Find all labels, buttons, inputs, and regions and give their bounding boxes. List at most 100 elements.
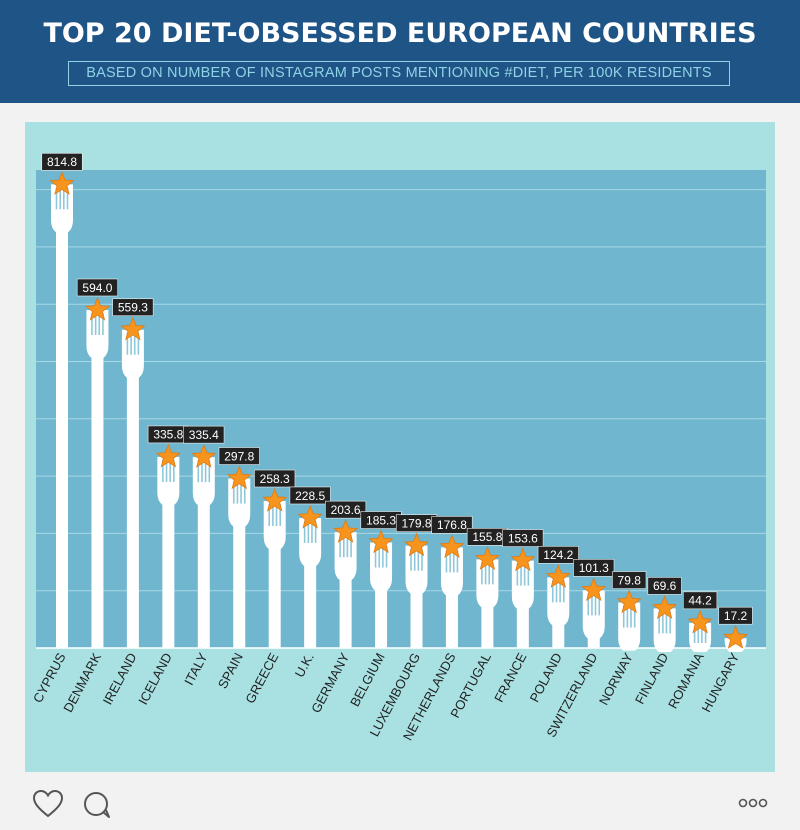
fork-head: [334, 532, 357, 581]
data-label: 335.8: [147, 425, 189, 444]
fork-bar-france: [510, 547, 536, 648]
data-label-text: 297.8: [224, 449, 254, 463]
data-label-text: 155.8: [472, 530, 502, 544]
data-label-box: [573, 559, 615, 577]
fork-handle: [126, 373, 139, 648]
fork-bar-spain: [226, 465, 252, 648]
data-label-text: 176.8: [437, 518, 467, 532]
data-label-text: 153.6: [508, 531, 538, 545]
star-marker: [191, 444, 217, 468]
fork-handle: [587, 634, 600, 648]
star-marker: [687, 609, 713, 634]
star-marker: [84, 296, 110, 321]
fork-bar-italy: [191, 444, 217, 648]
data-label-text: 814.8: [47, 155, 77, 169]
star-marker: [510, 547, 536, 572]
header: TOP 20 DIET-OBSESSED EUROPEAN COUNTRIES …: [0, 0, 800, 103]
data-label-text: 44.2: [688, 594, 712, 608]
fork-bar-belgium: [368, 529, 394, 648]
data-label-box: [183, 425, 225, 444]
data-label: 258.3: [254, 469, 296, 488]
fork-head: [51, 184, 73, 233]
chart-title: TOP 20 DIET-OBSESSED EUROPEAN COUNTRIES: [43, 18, 757, 49]
data-label-text: 594.0: [82, 281, 112, 295]
fork-handle: [233, 522, 246, 648]
data-label: 297.8: [218, 447, 260, 465]
star-marker: [616, 589, 642, 614]
category-label: BELGIUM: [347, 650, 388, 709]
fork-head: [86, 309, 109, 358]
chart-subtitle: BASED ON NUMBER OF INSTAGRAM POSTS MENTI…: [68, 61, 730, 86]
fork-head: [653, 608, 676, 652]
fork-bar-romania: [687, 609, 713, 652]
data-label-box: [76, 278, 118, 297]
data-label-text: 335.4: [189, 428, 219, 442]
fork-head: [440, 547, 463, 596]
data-label: 335.4: [183, 425, 225, 444]
heart-icon[interactable]: [32, 789, 64, 819]
fork-head: [228, 478, 251, 527]
fork-bar-portugal: [474, 546, 500, 648]
data-label: 176.8: [431, 516, 473, 534]
fork-head: [405, 545, 428, 594]
fork-handle: [304, 561, 317, 648]
star-marker: [368, 529, 394, 554]
data-label-box: [647, 577, 682, 595]
data-label: 155.8: [466, 528, 508, 546]
star-marker: [155, 443, 181, 468]
fork-head: [121, 329, 144, 378]
data-label-box: [289, 486, 331, 505]
category-label: CYPRUS: [30, 650, 69, 705]
fork-handle: [162, 500, 175, 648]
star-marker: [262, 487, 288, 512]
data-label-box: [537, 546, 579, 564]
data-label-text: 179.8: [401, 516, 431, 530]
fork-bar-ireland: [120, 316, 146, 648]
data-label: 101.3: [573, 559, 615, 577]
data-label-text: 559.3: [118, 301, 148, 315]
data-label-box: [682, 591, 718, 610]
fork-handle: [375, 586, 388, 648]
fork-handle: [410, 589, 423, 648]
data-label-text: 69.6: [653, 579, 677, 593]
data-label-box: [112, 298, 154, 317]
category-label: ICELAND: [135, 650, 175, 707]
fork-head: [582, 590, 605, 639]
data-label: 79.8: [612, 571, 647, 589]
fork-bar-denmark: [84, 296, 110, 648]
category-label: GREECE: [242, 650, 281, 706]
fork-bar-hungary: [723, 625, 749, 652]
data-label-box: [718, 606, 753, 625]
category-label: ITALY: [181, 650, 210, 688]
star-marker: [652, 595, 678, 619]
fork-head: [157, 456, 180, 505]
data-label-text: 228.5: [295, 489, 325, 503]
category-label: FRANCE: [491, 650, 529, 705]
data-label: 559.3: [112, 298, 154, 317]
star-marker: [474, 546, 500, 570]
star-marker: [120, 316, 146, 341]
star-marker: [49, 171, 75, 195]
star-marker: [439, 534, 465, 558]
data-label: 153.6: [502, 529, 544, 547]
data-label-box: [612, 571, 647, 589]
data-label-text: 203.6: [331, 503, 361, 517]
category-label: SPAIN: [215, 650, 246, 691]
fork-head: [192, 457, 215, 506]
category-label: NORWAY: [596, 650, 636, 707]
star-marker: [333, 519, 359, 543]
star-marker: [723, 625, 749, 649]
more-icon[interactable]: [737, 796, 769, 810]
data-label-text: 185.3: [366, 513, 396, 527]
data-label-text: 335.8: [153, 428, 183, 442]
fork-head: [263, 501, 286, 550]
fork-handle: [516, 604, 529, 648]
data-label-box: [254, 469, 296, 488]
star-marker: [297, 504, 323, 529]
data-label-text: 17.2: [724, 609, 748, 623]
data-label-box: [218, 447, 260, 465]
data-label: 203.6: [325, 500, 367, 519]
data-label-box: [325, 500, 367, 519]
category-label: POLAND: [527, 650, 565, 704]
comment-icon[interactable]: [81, 790, 113, 820]
